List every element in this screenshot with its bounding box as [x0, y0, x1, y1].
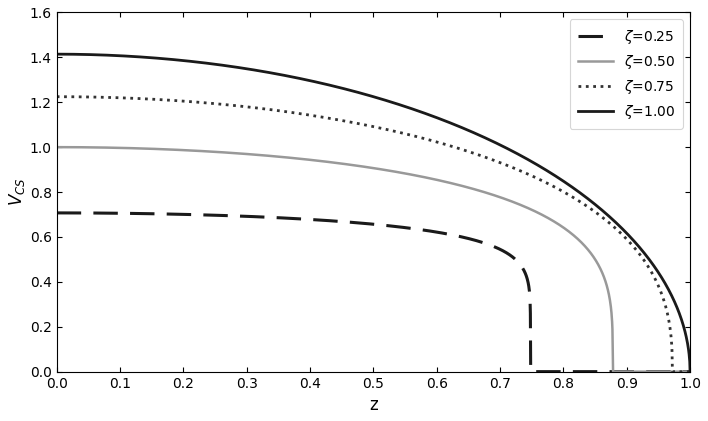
- $\zeta$=1.00: [343, 87, 352, 92]
- $\zeta$=0.50: [686, 369, 695, 374]
- Line: $\zeta$=0.75: $\zeta$=0.75: [57, 97, 690, 372]
- $\zeta$=0.50: [551, 220, 559, 225]
- Line: $\zeta$=1.00: $\zeta$=1.00: [57, 54, 690, 372]
- $\zeta$=0.25: [85, 210, 93, 216]
- $\zeta$=0.75: [85, 94, 93, 99]
- $\zeta$=0.25: [360, 221, 369, 226]
- Legend: $\zeta$=0.25, $\zeta$=0.50, $\zeta$=0.75, $\zeta$=1.00: $\zeta$=0.25, $\zeta$=0.50, $\zeta$=0.75…: [569, 19, 683, 129]
- $\zeta$=0.25: [343, 219, 352, 224]
- $\zeta$=0.50: [52, 145, 61, 150]
- $\zeta$=0.50: [343, 162, 352, 167]
- $\zeta$=0.75: [686, 369, 695, 374]
- $\zeta$=0.50: [85, 145, 93, 150]
- $\zeta$=1.00: [85, 52, 93, 57]
- $\zeta$=1.00: [360, 92, 369, 97]
- $\zeta$=1.00: [551, 173, 559, 179]
- $\zeta$=0.25: [52, 210, 61, 216]
- $\zeta$=0.75: [343, 119, 352, 124]
- $\zeta$=0.50: [668, 369, 676, 374]
- $\zeta$=1.00: [668, 293, 676, 298]
- $\zeta$=0.25: [552, 369, 560, 374]
- Y-axis label: $V_{CS}$: $V_{CS}$: [7, 178, 27, 206]
- $\zeta$=0.25: [686, 369, 695, 374]
- $\zeta$=0.75: [52, 94, 61, 99]
- $\zeta$=1.00: [667, 293, 675, 298]
- X-axis label: z: z: [369, 396, 378, 414]
- $\zeta$=0.50: [360, 164, 369, 169]
- $\zeta$=0.25: [668, 369, 676, 374]
- $\zeta$=0.50: [609, 369, 617, 374]
- $\zeta$=1.00: [686, 369, 695, 374]
- $\zeta$=0.75: [668, 342, 676, 347]
- $\zeta$=0.25: [527, 369, 535, 374]
- Line: $\zeta$=0.50: $\zeta$=0.50: [57, 147, 690, 372]
- $\zeta$=1.00: [52, 52, 61, 57]
- Line: $\zeta$=0.25: $\zeta$=0.25: [57, 213, 690, 372]
- $\zeta$=0.50: [668, 369, 676, 374]
- $\zeta$=0.75: [667, 338, 675, 343]
- $\zeta$=0.75: [360, 123, 369, 128]
- $\zeta$=0.75: [551, 185, 559, 190]
- $\zeta$=0.75: [668, 369, 677, 374]
- $\zeta$=0.25: [668, 369, 676, 374]
